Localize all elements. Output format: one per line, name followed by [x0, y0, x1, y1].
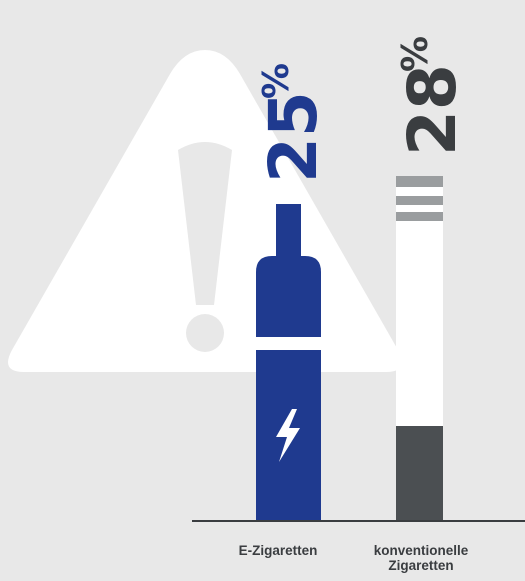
ecig-body	[256, 256, 321, 521]
category-label-konventionelle-zigaretten: konventionelle Zigaretten	[373, 543, 469, 573]
cigarette-ash-stripe	[396, 196, 443, 205]
bar-konventionelle-zigaretten	[396, 176, 443, 521]
category-label-e-zigaretten: E-Zigaretten	[238, 543, 318, 558]
value-number: 25	[255, 91, 332, 183]
lightning-bolt-icon	[276, 409, 300, 462]
exclamation-bar	[178, 142, 232, 305]
value-unit: %	[395, 36, 436, 72]
value-number: 28	[394, 64, 471, 156]
ecig-band	[256, 337, 321, 350]
cigarette-ash-stripe	[396, 212, 443, 221]
exclamation-dot	[186, 314, 224, 352]
ecig-mouthpiece	[276, 204, 301, 258]
cigarette-filter	[396, 426, 443, 521]
bar-e-zigaretten	[256, 204, 321, 521]
value-unit: %	[256, 63, 297, 99]
warning-triangle-icon	[8, 50, 402, 372]
cigarette-ash-stripe	[396, 176, 443, 187]
value-label-konventionelle-zigaretten: 28 %	[394, 36, 471, 156]
value-label-e-zigaretten: 25 %	[255, 63, 332, 183]
